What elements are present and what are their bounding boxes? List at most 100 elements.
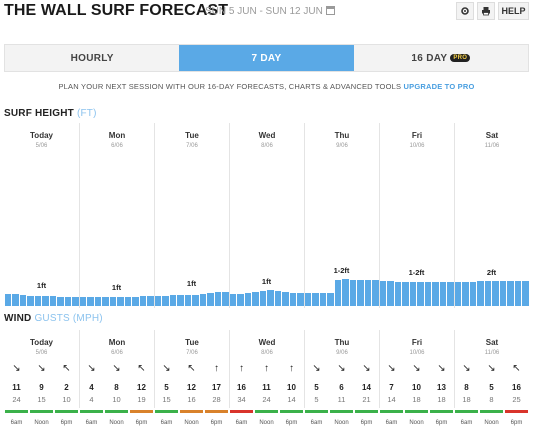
surf-bar[interactable] [417, 282, 424, 306]
surf-bar[interactable] [259, 291, 266, 306]
surf-bar[interactable] [297, 293, 304, 306]
surf-day-name: Thu [334, 131, 350, 140]
surf-bar[interactable] [94, 297, 101, 306]
surf-bar[interactable] [357, 280, 364, 306]
wind-time-label: 6am [460, 420, 473, 426]
print-button[interactable] [477, 2, 495, 20]
surf-day-name: Mon [108, 131, 126, 140]
surf-bar[interactable] [124, 297, 131, 306]
wind-direction-arrow: ↘ [87, 363, 96, 374]
surf-bar[interactable] [19, 295, 26, 306]
wind-speed: 11 [12, 383, 21, 392]
surf-bar[interactable] [34, 296, 41, 306]
calendar-icon[interactable] [325, 6, 335, 15]
surf-bar[interactable] [274, 291, 281, 306]
surf-day-date: 7/06 [186, 143, 198, 149]
upgrade-link[interactable]: UPGRADE TO PRO [403, 82, 475, 91]
surf-height-value: 1-2ft [333, 266, 350, 275]
surf-bar[interactable] [267, 290, 274, 306]
surf-bar[interactable] [379, 281, 386, 306]
surf-bar[interactable] [87, 297, 94, 306]
surf-bar[interactable] [64, 297, 71, 306]
surf-bar[interactable] [49, 296, 56, 306]
surf-bar[interactable] [499, 281, 506, 306]
wind-direction-arrow: ↘ [462, 363, 471, 374]
surf-bar[interactable] [439, 282, 446, 306]
wind-gust: 18 [412, 395, 421, 404]
surf-bar[interactable] [132, 297, 139, 306]
surf-bar[interactable] [252, 292, 259, 306]
surf-bar[interactable] [387, 281, 394, 306]
surf-bar[interactable] [177, 295, 184, 306]
tab-7-day[interactable]: 7 DAY [179, 45, 354, 71]
surf-bar[interactable] [327, 293, 334, 306]
surf-bar[interactable] [199, 294, 206, 306]
surf-bar[interactable] [42, 296, 49, 306]
surf-bar[interactable] [507, 281, 514, 306]
wind-direction-arrow: ↘ [37, 363, 46, 374]
tab-16-day[interactable]: 16 DAY PRO [354, 45, 528, 71]
surf-bar[interactable] [304, 293, 311, 306]
surf-bar[interactable] [117, 297, 124, 306]
surf-bar[interactable] [139, 296, 146, 306]
surf-bar[interactable] [312, 293, 319, 306]
surf-bar[interactable] [207, 293, 214, 306]
wind-time-label: 6pm [360, 420, 373, 426]
wind-direction-arrow: ↘ [337, 363, 346, 374]
surf-bar[interactable] [162, 296, 169, 306]
surf-bar[interactable] [469, 282, 476, 306]
surf-bar[interactable] [289, 293, 296, 306]
surf-bar[interactable] [244, 293, 251, 306]
wind-time-label: 6am [85, 420, 98, 426]
surf-day-column: Sat 11/06 [454, 123, 529, 308]
surf-bar[interactable] [402, 282, 409, 306]
surf-bar[interactable] [237, 294, 244, 306]
surf-bar[interactable] [79, 297, 86, 306]
date-range[interactable]: SUN 5 JUN - SUN 12 JUN [205, 6, 335, 17]
settings-button[interactable] [456, 2, 474, 20]
surf-bar[interactable] [27, 296, 34, 306]
tab-hourly[interactable]: HOURLY [5, 45, 179, 71]
surf-bar[interactable] [334, 280, 341, 306]
wind-day-name: Mon [108, 338, 126, 347]
surf-bar[interactable] [372, 280, 379, 306]
surf-bar[interactable] [364, 280, 371, 306]
surf-bar[interactable] [342, 279, 349, 306]
surf-bar[interactable] [222, 292, 229, 306]
surf-bar[interactable] [394, 282, 401, 306]
surf-bar[interactable] [102, 297, 109, 306]
surf-bar[interactable] [214, 292, 221, 306]
surf-bar[interactable] [72, 297, 79, 306]
surf-bar[interactable] [147, 296, 154, 306]
surf-day-column: Tue 7/06 [154, 123, 229, 308]
surf-bar[interactable] [447, 282, 454, 306]
surf-bar[interactable] [109, 297, 116, 306]
surf-bar[interactable] [282, 292, 289, 306]
surf-bar[interactable] [484, 281, 491, 306]
surf-bar[interactable] [12, 294, 19, 306]
surf-bar[interactable] [522, 281, 529, 306]
surf-bar[interactable] [154, 296, 161, 306]
surf-bar[interactable] [424, 282, 431, 306]
surf-bar[interactable] [229, 294, 236, 306]
wind-gust: 28 [212, 395, 221, 404]
surf-bar[interactable] [349, 280, 356, 306]
surf-bar[interactable] [319, 293, 326, 306]
surf-bar[interactable] [4, 294, 11, 306]
surf-bar[interactable] [477, 281, 484, 306]
surf-bar[interactable] [462, 282, 469, 306]
surf-bar[interactable] [57, 297, 64, 306]
surf-bar[interactable] [492, 281, 499, 306]
surf-bar[interactable] [192, 295, 199, 306]
surf-bar[interactable] [454, 282, 461, 306]
help-button[interactable]: HELP [498, 2, 529, 20]
surf-bar[interactable] [432, 282, 439, 306]
wind-gust: 34 [237, 395, 246, 404]
wind-day-date: 7/06 [186, 350, 198, 356]
surf-bar[interactable] [184, 295, 191, 306]
surf-bar[interactable] [409, 282, 416, 306]
wind-rating-bar [355, 410, 378, 413]
surf-day-date: 11/06 [484, 143, 500, 149]
surf-bar[interactable] [514, 281, 521, 306]
surf-bar[interactable] [169, 295, 176, 306]
